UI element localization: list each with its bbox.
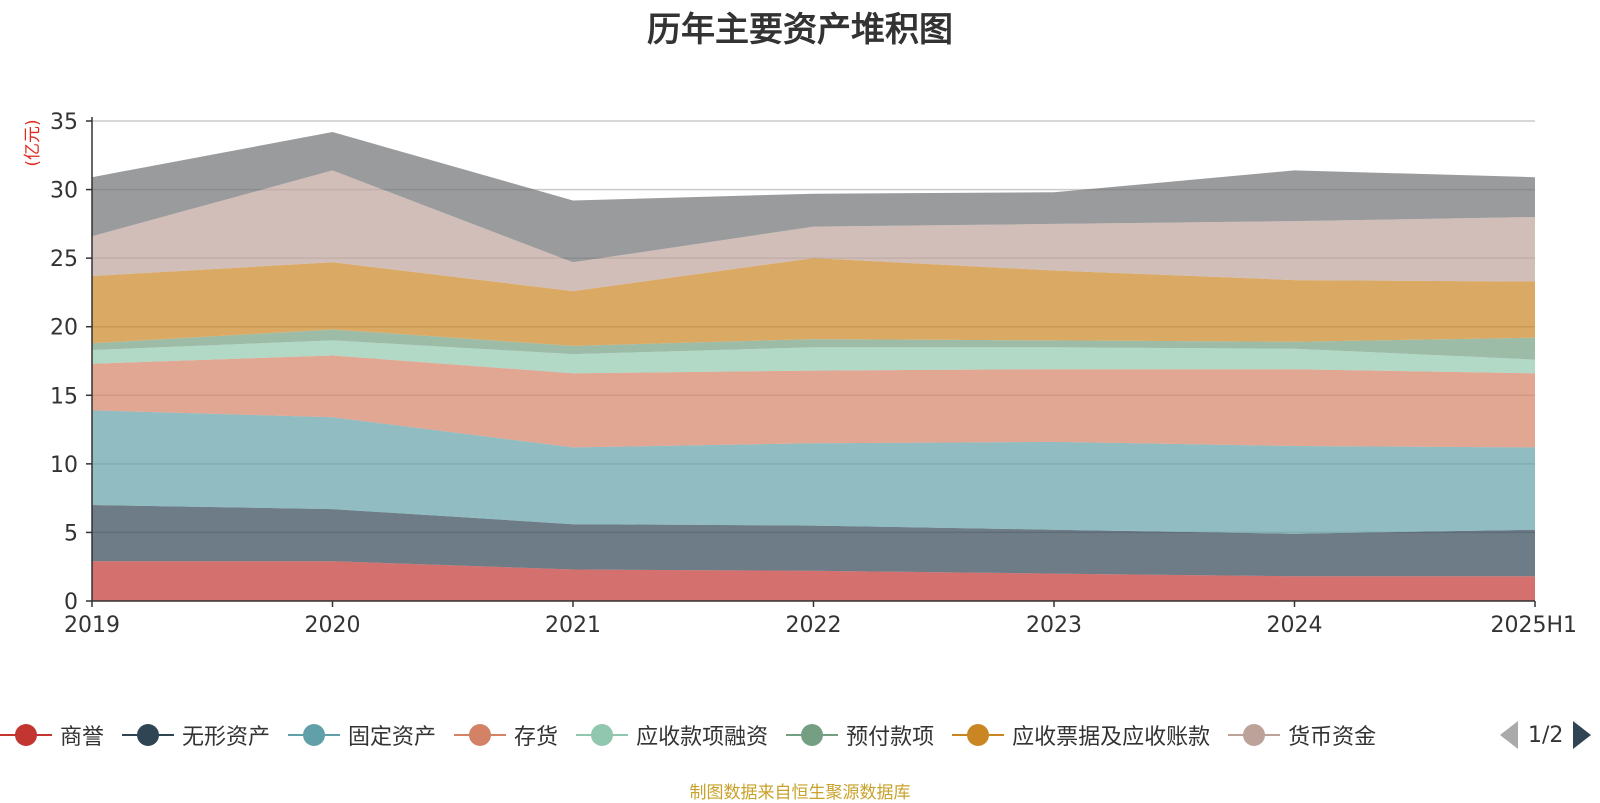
pager-next-icon[interactable] xyxy=(1573,721,1592,749)
area-series-1 xyxy=(92,505,1535,577)
y-tick-label: 0 xyxy=(64,590,78,615)
legend-label: 存货 xyxy=(514,725,559,750)
legend-marker-icon xyxy=(952,722,1005,748)
area-series-3 xyxy=(92,355,1535,448)
legend-marker-icon xyxy=(454,722,507,748)
legend-item[interactable]: 货币资金 xyxy=(1228,719,1376,751)
y-tick-label: 25 xyxy=(50,247,78,272)
y-tick-label: 30 xyxy=(50,179,78,204)
legend-marker-icon xyxy=(122,722,175,748)
x-tick-label: 2025H1 xyxy=(1490,613,1577,638)
y-axis-unit-label: (亿元) xyxy=(23,119,43,166)
y-tick-label: 35 xyxy=(50,110,78,135)
legend-marker-icon xyxy=(0,722,52,748)
pager-prev-icon[interactable] xyxy=(1500,721,1518,749)
legend-marker-icon xyxy=(786,722,839,748)
area-series-0 xyxy=(92,561,1535,601)
legend-label: 商誉 xyxy=(60,725,105,750)
legend-item[interactable]: 商誉 xyxy=(0,719,104,751)
legend-label: 无形资产 xyxy=(182,725,271,750)
legend-marker-icon xyxy=(1228,722,1281,748)
y-tick-label: 20 xyxy=(50,316,78,341)
x-tick-label: 2023 xyxy=(1026,613,1082,638)
legend-item[interactable]: 无形资产 xyxy=(122,719,270,751)
legend-item[interactable]: 存货 xyxy=(454,719,558,751)
x-tick-label: 2024 xyxy=(1267,613,1323,638)
legend: 商誉 无形资产 固定资产 存货 应收款项融资 预付款项 应收票据及应收账款 货币资金 xyxy=(0,718,1394,752)
chart-title: 历年主要资产堆积图 xyxy=(647,10,953,50)
x-tick-label: 2021 xyxy=(545,613,601,638)
x-tick-label: 2020 xyxy=(305,613,361,638)
legend-label: 固定资产 xyxy=(348,725,437,750)
area-series-8 xyxy=(92,132,1535,263)
pager-page-indicator: 1/2 xyxy=(1528,722,1564,748)
source-note: 制图数据来自恒生聚源数据库 xyxy=(689,783,911,803)
legend-pager: 1/2 xyxy=(1500,718,1592,752)
area-series-2 xyxy=(92,410,1535,534)
y-tick-label: 5 xyxy=(64,521,78,546)
y-tick-label: 10 xyxy=(50,453,78,478)
legend-label: 应收款项融资 xyxy=(636,725,769,750)
legend-marker-icon xyxy=(576,722,629,748)
area-series-5 xyxy=(92,329,1535,360)
y-tick-label: 15 xyxy=(50,384,78,409)
legend-label: 预付款项 xyxy=(846,725,935,750)
legend-item[interactable]: 应收款项融资 xyxy=(576,719,768,751)
area-series-4 xyxy=(92,340,1535,374)
legend-marker-icon xyxy=(288,722,341,748)
area-series-6 xyxy=(92,258,1535,346)
legend-item[interactable]: 应收票据及应收账款 xyxy=(952,719,1210,751)
area-series-7 xyxy=(92,170,1535,292)
x-tick-label: 2022 xyxy=(786,613,842,638)
legend-label: 货币资金 xyxy=(1288,725,1377,750)
legend-label: 应收票据及应收账款 xyxy=(1012,725,1211,750)
legend-item[interactable]: 预付款项 xyxy=(786,719,934,751)
legend-item[interactable]: 固定资产 xyxy=(288,719,436,751)
x-tick-label: 2019 xyxy=(64,613,120,638)
